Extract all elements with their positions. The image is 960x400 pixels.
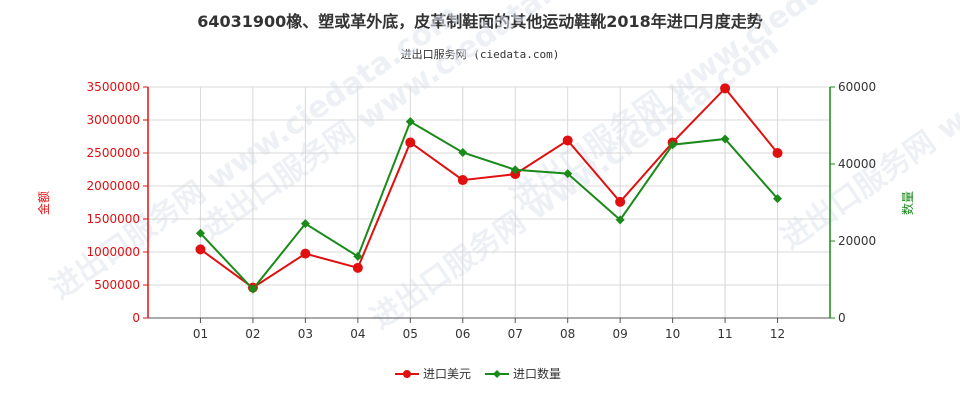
series-layer [195,83,783,294]
series-line-1 [199,86,779,289]
legend-marker [403,370,411,378]
grid-lines [147,86,831,319]
series-1-point [457,175,468,186]
legend-label: 进口美元 [423,367,471,381]
series-1-point [195,244,206,255]
y-left-tick-label: 0 [132,311,140,325]
watermark-text: 进出口服务网 www.ciedata.com [775,0,960,257]
legend-label: 进口数量 [513,366,561,381]
y-left-tick-label: 3000000 [87,113,140,127]
series-2-point [720,134,730,144]
x-tick-label: 05 [403,327,418,341]
series-1-point [615,196,626,207]
chart-title: 64031900橡、塑或革外底，皮革制鞋面的其他运动鞋靴2018年进口月度走势 [197,12,763,31]
x-tick-label: 02 [245,327,260,341]
series-1-point [772,148,783,158]
chart-subtitle: 进出口服务网 (ciedata.com) [400,48,560,61]
series-2-point [248,284,258,294]
y-right-tick-label: 40000 [838,157,876,171]
x-tick-label: 01 [193,327,208,341]
series-1-point [405,137,416,148]
x-tick-label: 08 [560,327,575,341]
x-tick-label: 03 [298,327,313,341]
tick-labels: 0 500000 1000000 1500000 2000000 2500000 30000… [87,80,877,341]
y-right-tick-label: 20000 [838,234,876,248]
legend-marker [493,370,501,378]
series-1-point [300,248,311,259]
x-tick-label: 07 [508,327,523,341]
series-2-point [510,165,520,175]
series-2-point [353,251,363,261]
y-left-tick-label: 1000000 [87,245,140,259]
series-2-point [773,194,783,204]
x-tick-label: 04 [350,327,365,341]
x-tick-label: 06 [455,327,470,341]
y-left-tick-label: 2500000 [87,146,140,160]
series-2-point [405,117,415,127]
series-2-point [668,140,678,150]
series-2-point [615,215,625,225]
x-tick-label: 11 [717,327,732,341]
y-left-tick-label: 1500000 [87,212,140,226]
axes [143,86,835,323]
y-right-tick-label: 60000 [838,80,876,94]
y-right-tick-label: 0 [838,311,846,325]
series-2-point [300,219,310,229]
y-left-tick-label: 2000000 [87,179,140,193]
series-1-point [562,135,573,146]
series-1-point [352,262,363,273]
series-2-point [458,147,468,157]
legend[interactable]: 进口美元 进口数量 [395,366,561,381]
y-axis-left-label: 金额 [36,191,51,215]
x-tick-label: 12 [770,327,785,341]
y-axis-right-label: 数量 [900,191,915,215]
series-line-2 [199,120,779,291]
x-tick-label: 09 [613,327,628,341]
series-2-point [195,228,205,238]
y-left-tick-label: 500000 [94,278,140,292]
series-2-point [563,169,573,179]
series-1-point [720,83,731,94]
y-left-tick-label: 3500000 [87,80,140,94]
x-tick-label: 10 [665,327,680,341]
